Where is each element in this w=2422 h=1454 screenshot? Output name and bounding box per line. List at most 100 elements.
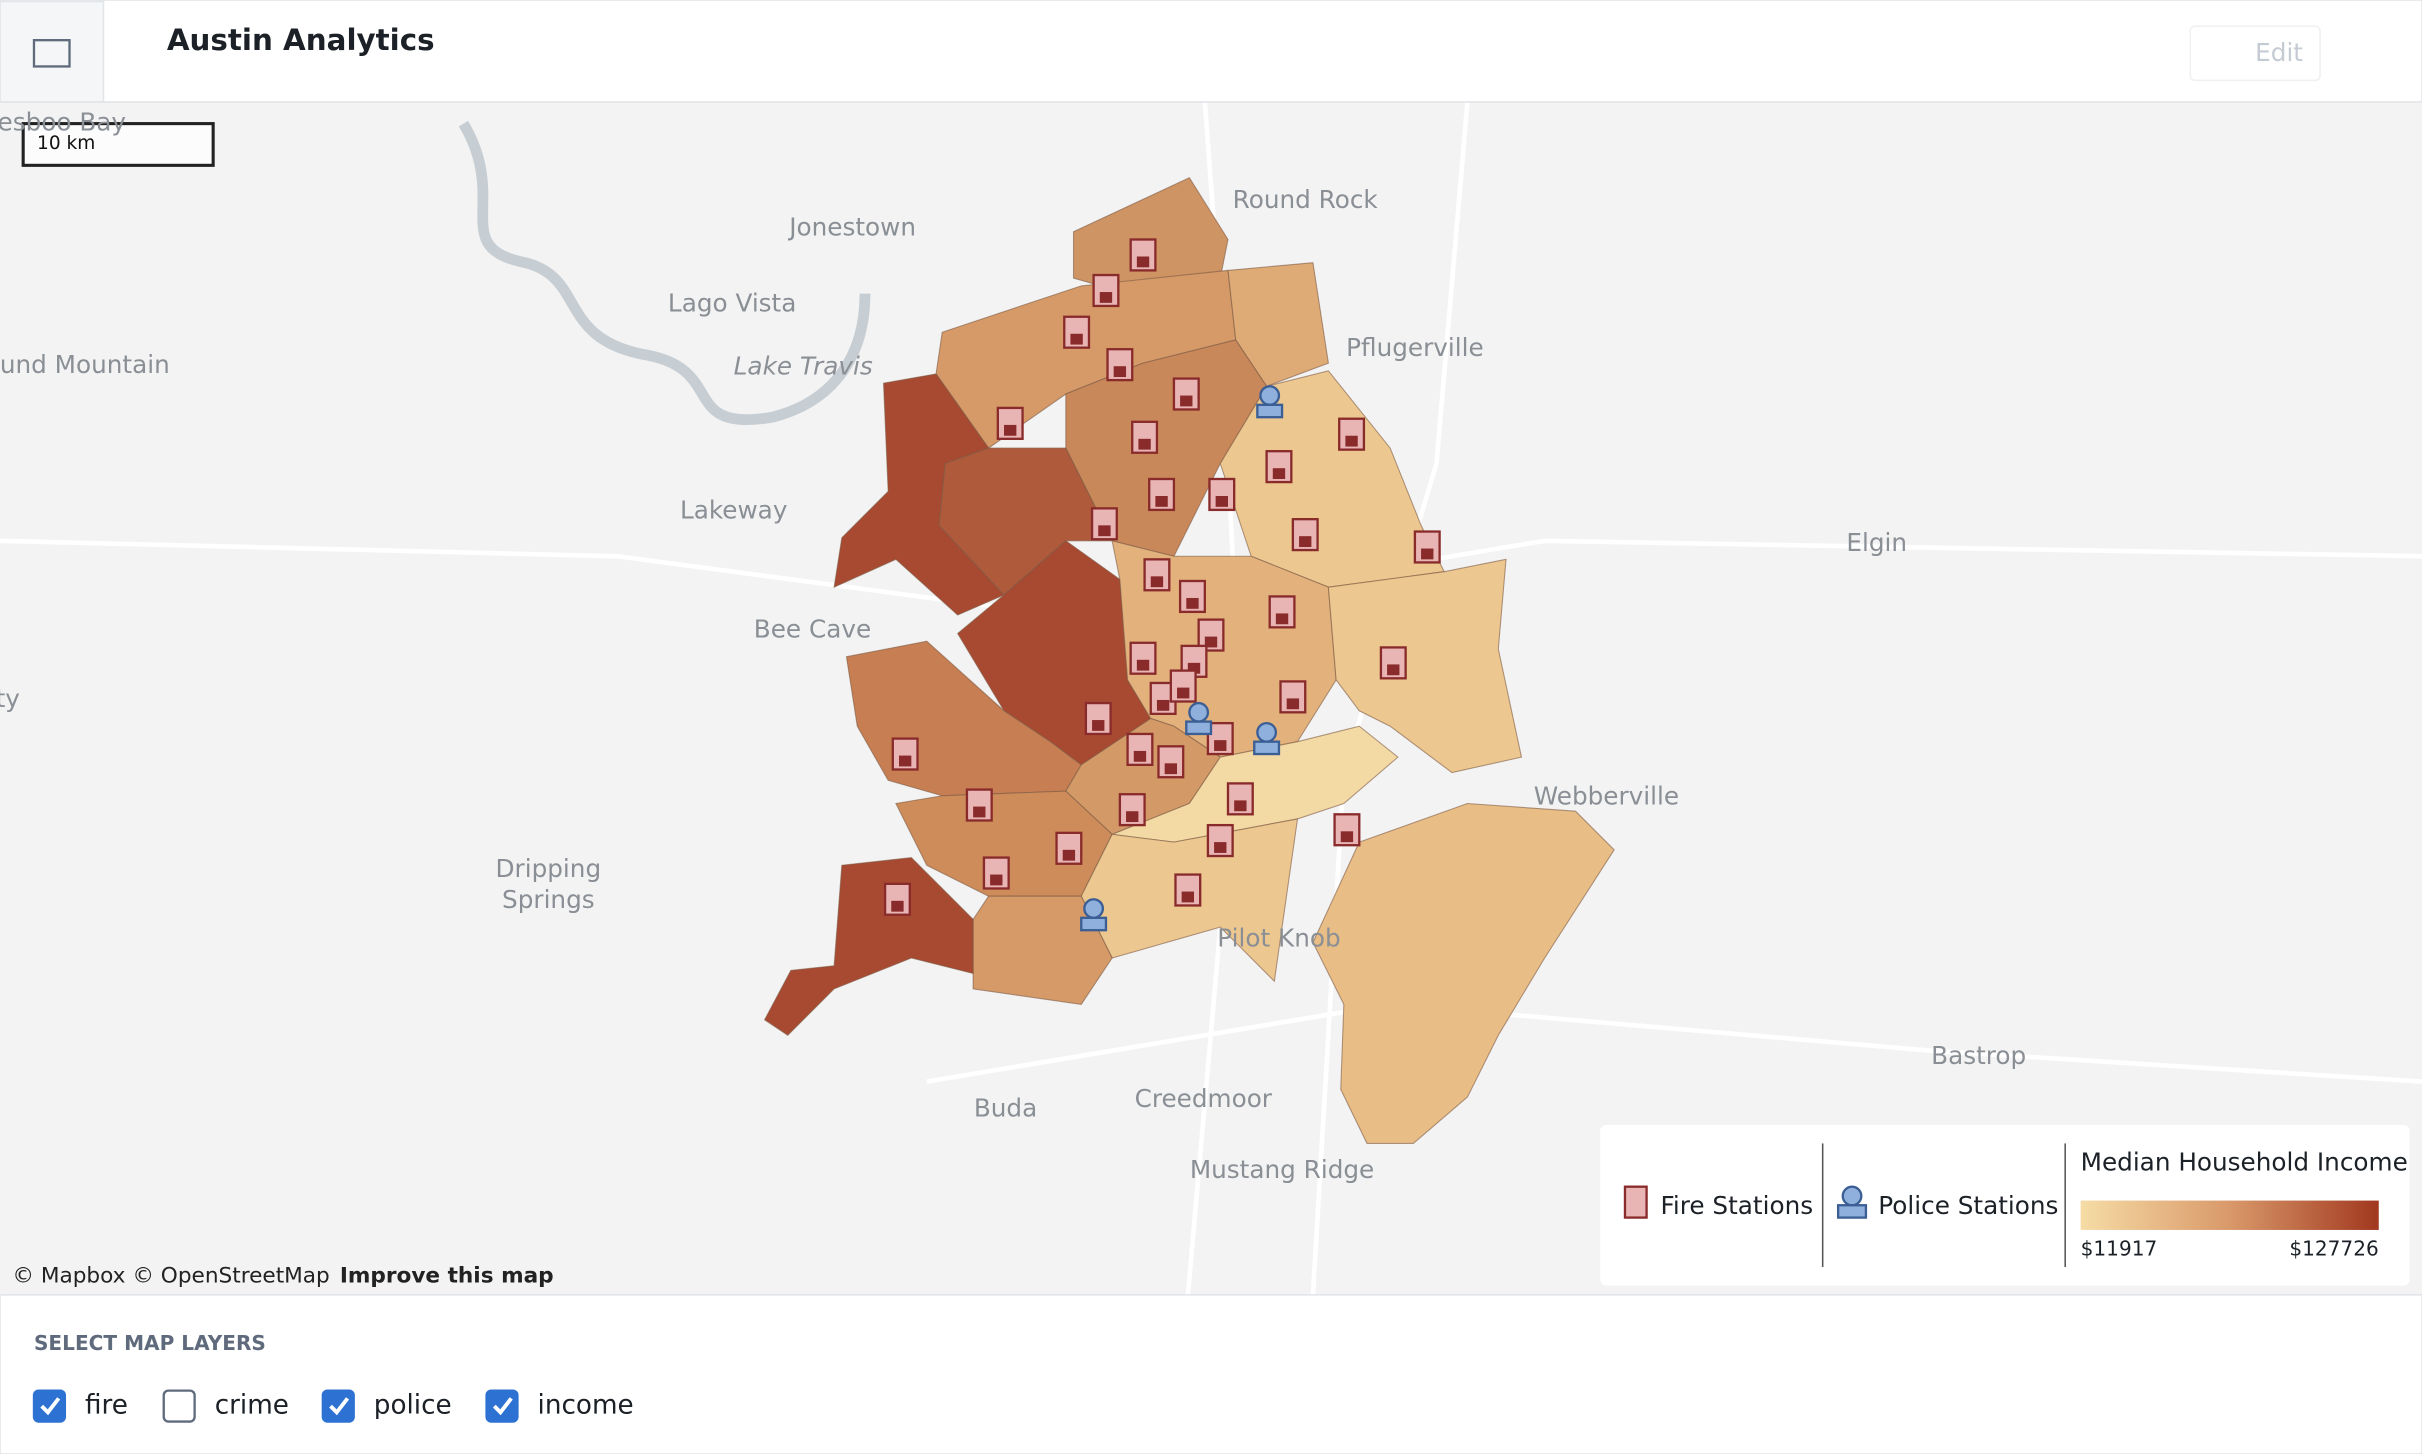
- edit-label: Edit: [2255, 38, 2303, 67]
- edit-button[interactable]: [2189, 25, 2321, 82]
- fire-station[interactable]: [1131, 420, 1159, 454]
- legend-income-title: Median Household Income: [2081, 1148, 2408, 1177]
- police-station[interactable]: [1188, 701, 1210, 723]
- fire-station-door: [1156, 699, 1170, 711]
- layer-checkbox[interactable]: [162, 1389, 196, 1423]
- scale-bar: [21, 122, 215, 167]
- place-label: Buda: [974, 1093, 1037, 1122]
- fire-station-door: [1387, 664, 1400, 676]
- layer-label[interactable]: police: [374, 1391, 452, 1421]
- place-label: Mustang Ridge: [1190, 1155, 1374, 1184]
- layers-title: SELECT MAP LAYERS: [34, 1331, 266, 1355]
- scale-label: 10 km: [37, 133, 95, 154]
- fire-station-door: [1070, 333, 1083, 345]
- layer-checkbox[interactable]: [485, 1389, 519, 1423]
- fire-station-door: [891, 900, 904, 912]
- place-label: Lake Travis: [734, 352, 873, 381]
- place-label: Dripping: [496, 854, 602, 883]
- layer-checkbox[interactable]: [321, 1389, 355, 1423]
- fire-station[interactable]: [1055, 831, 1083, 865]
- police-station-body: [1256, 403, 1284, 419]
- place-label: Springs: [502, 885, 595, 914]
- place-label: Jonestown: [787, 213, 916, 242]
- legend-fire-icon: [1623, 1185, 1648, 1219]
- legend-police: Police Stations: [1878, 1191, 2058, 1220]
- layer-label[interactable]: fire: [85, 1391, 128, 1421]
- fire-station-door: [1004, 424, 1017, 436]
- attribution: © Mapbox © OpenStreetMap: [12, 1263, 329, 1288]
- layer-checkbox[interactable]: [32, 1389, 67, 1423]
- markers: [883, 238, 1441, 932]
- sidebar-toggle[interactable]: [0, 0, 105, 103]
- lake-travis: [458, 120, 871, 426]
- place-label: Creedmoor: [1135, 1084, 1273, 1113]
- police-station[interactable]: [1259, 385, 1281, 406]
- fire-station-door: [1113, 366, 1127, 378]
- checkmark: [329, 1397, 350, 1416]
- legend-fire: Fire Stations: [1660, 1191, 1813, 1220]
- fire-station-door: [1215, 495, 1228, 507]
- fire-station-door: [1204, 636, 1218, 648]
- fire-station-door: [1272, 468, 1286, 480]
- fire-station-door: [1136, 256, 1150, 268]
- fire-station[interactable]: [1157, 745, 1185, 779]
- fire-station-door: [1286, 698, 1300, 710]
- place-label: ty: [0, 684, 20, 713]
- police-station-body: [1185, 720, 1213, 736]
- place-label: Pilot Knob: [1217, 923, 1340, 952]
- income-gradient: [2080, 1200, 2379, 1230]
- legend-police-body: [1836, 1204, 1868, 1219]
- fire-station-door: [1275, 613, 1289, 625]
- fire-station-door: [1126, 811, 1139, 823]
- place-label: ound Mountain: [0, 350, 170, 379]
- layer-options: fire crime police income: [32, 1389, 634, 1423]
- fire-station[interactable]: [1106, 348, 1134, 382]
- fire-station-door: [1181, 891, 1195, 903]
- fire-station-door: [1345, 435, 1358, 447]
- fire-station-door: [1092, 720, 1105, 731]
- income-min: $11917: [2081, 1237, 2158, 1261]
- place-label: Bee Cave: [754, 614, 871, 643]
- fire-station-door: [990, 874, 1003, 886]
- police-station[interactable]: [1083, 898, 1105, 919]
- fire-station-door: [1299, 536, 1312, 547]
- fire-station-door: [1187, 662, 1201, 674]
- improve-map[interactable]: Improve this map: [340, 1263, 554, 1288]
- app-title: Austin Analytics: [167, 23, 435, 57]
- checkmark: [492, 1397, 513, 1416]
- place-label: Pflugerville: [1346, 333, 1484, 362]
- header: [0, 0, 2422, 103]
- place-label: Bastrop: [1931, 1041, 2026, 1070]
- fire-station-door: [1234, 800, 1247, 812]
- place-label: esboo Bay: [0, 108, 126, 137]
- fire-station[interactable]: [1413, 530, 1441, 564]
- fire-station[interactable]: [1206, 823, 1234, 858]
- fire-station[interactable]: [965, 788, 993, 822]
- fire-station-door: [1180, 395, 1193, 407]
- fire-station-door: [1136, 659, 1150, 671]
- police-station[interactable]: [1256, 721, 1278, 743]
- fire-station-door: [1155, 495, 1168, 507]
- fire-station-door: [1099, 292, 1113, 303]
- fire-station-door: [1177, 687, 1190, 699]
- income-max: $127726: [2289, 1237, 2378, 1261]
- police-station-body: [1080, 916, 1108, 932]
- layer-panel: [0, 1294, 2422, 1454]
- legend: [1600, 1124, 2410, 1286]
- fire-station-door: [1421, 548, 1434, 560]
- fire-station-door: [1340, 831, 1354, 843]
- police-station-body: [1253, 740, 1281, 756]
- place-label: Lago Vista: [668, 288, 796, 317]
- fire-station-door: [1133, 750, 1147, 762]
- fire-station-door: [973, 806, 986, 818]
- fire-station-door: [1098, 525, 1111, 537]
- fire-station-door: [1164, 763, 1178, 775]
- sidebar-icon: [32, 39, 71, 68]
- place-label: Elgin: [1846, 528, 1907, 557]
- layer-label[interactable]: income: [538, 1391, 634, 1421]
- layer-label[interactable]: crime: [215, 1391, 289, 1421]
- fire-station-door: [1186, 597, 1199, 609]
- fire-station-door: [898, 755, 912, 767]
